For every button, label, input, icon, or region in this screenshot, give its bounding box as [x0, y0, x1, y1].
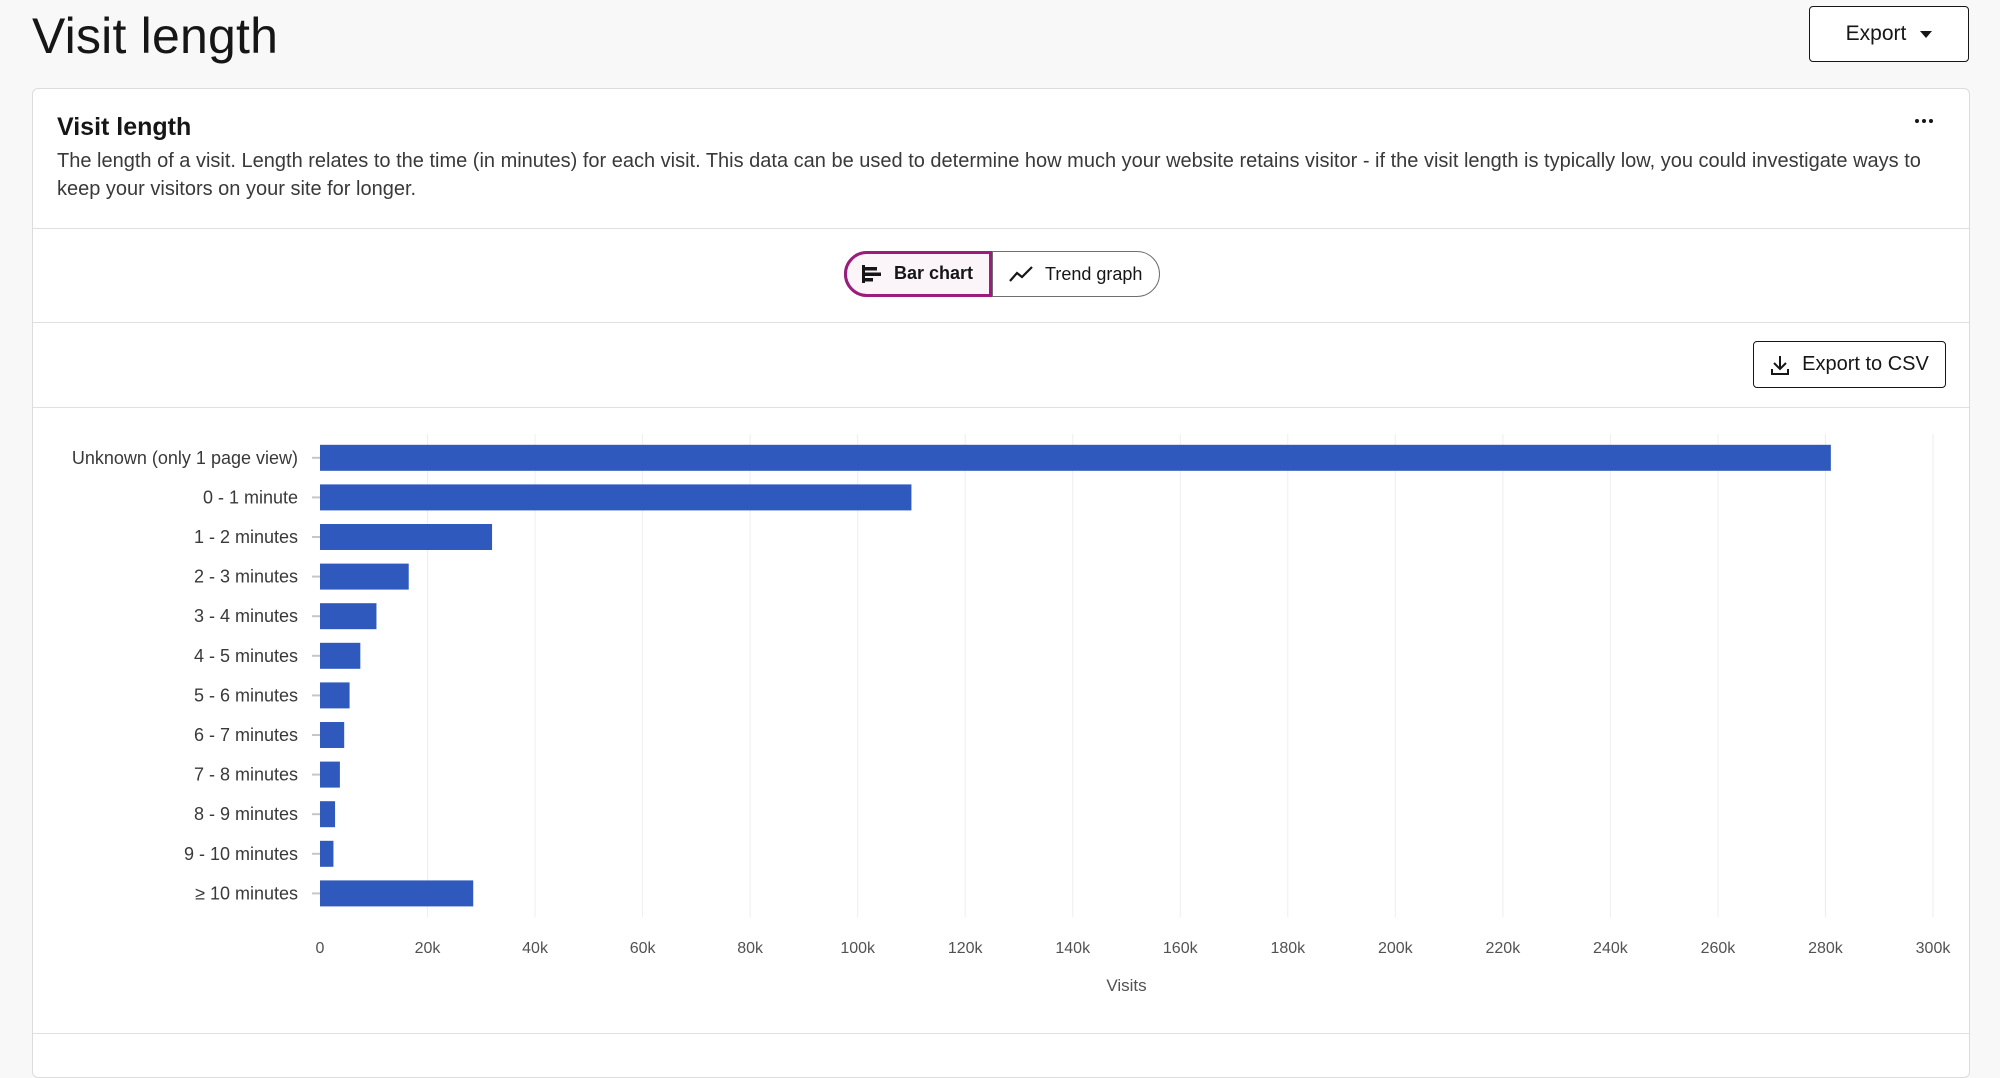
x-axis-label: Visits	[1106, 976, 1146, 995]
bar	[320, 603, 377, 630]
y-tick-label: ≥ 10 minutes	[195, 883, 298, 903]
bar	[320, 484, 912, 511]
trend-graph-toggle-label: Trend graph	[1045, 263, 1143, 284]
x-tick-label: 120k	[948, 940, 984, 957]
card-header: Visit length The length of a visit. Leng…	[33, 89, 1969, 229]
card-title: Visit length	[57, 113, 192, 141]
view-toggle-row: Bar chart Trend graph	[33, 229, 1969, 323]
y-tick-label: 1 - 2 minutes	[194, 527, 298, 547]
card-description: The length of a visit. Length relates to…	[57, 150, 1921, 200]
visit-length-chart: 0 20k 40k 60k 80k 100k 120k 140k 160k 180k 200k 220…	[33, 408, 1969, 1008]
export-button[interactable]: Export	[1809, 6, 1969, 62]
download-icon	[1771, 355, 1790, 375]
x-tick-label: 220k	[1486, 940, 1522, 957]
bar-chart-icon	[861, 264, 881, 283]
bar	[320, 563, 409, 590]
page-title: Visit length	[32, 8, 279, 64]
trend-graph-toggle[interactable]: Trend graph	[991, 252, 1160, 296]
visit-length-card: Visit length The length of a visit. Leng…	[32, 88, 1970, 1078]
bar-chart-toggle[interactable]: Bar chart	[843, 250, 992, 297]
y-tick-label: 7 - 8 minutes	[194, 765, 298, 785]
bar-chart: 0 20k 40k 60k 80k 100k 120k 140k 160k 180k 200k 220…	[72, 434, 1952, 995]
bar	[320, 801, 336, 828]
caret-down-icon	[1920, 30, 1933, 38]
x-tick-label: 40k	[522, 940, 549, 957]
x-tick-label: 60k	[630, 940, 657, 957]
y-tick-label: 4 - 5 minutes	[194, 646, 298, 666]
y-tick-label: Unknown (only 1 page view)	[72, 448, 298, 468]
y-tick-label: 8 - 9 minutes	[194, 804, 298, 824]
x-tick-label: 180k	[1270, 940, 1306, 957]
y-tick-label: 9 - 10 minutes	[184, 844, 298, 864]
y-tick-label: 3 - 4 minutes	[194, 606, 298, 626]
x-tick-label: 280k	[1808, 940, 1844, 957]
bar	[320, 682, 350, 709]
x-tick-label: 200k	[1378, 940, 1414, 957]
x-tick-label: 160k	[1163, 940, 1199, 957]
x-tick-label: 80k	[737, 940, 764, 957]
bar	[320, 880, 474, 907]
x-tick-label: 140k	[1055, 940, 1091, 957]
bar	[320, 642, 361, 669]
x-tick-label: 100k	[840, 940, 876, 957]
bar	[320, 761, 340, 788]
trend-graph-icon	[1009, 266, 1033, 282]
export-button-label: Export	[1845, 22, 1907, 45]
bar	[320, 444, 1831, 471]
x-tick-label: 260k	[1701, 940, 1737, 957]
y-tick-label: 5 - 6 minutes	[194, 685, 298, 705]
y-tick-label: 6 - 7 minutes	[194, 725, 298, 745]
bar	[320, 840, 334, 867]
divider	[33, 1033, 1969, 1034]
x-tick-label: 240k	[1593, 940, 1629, 957]
x-tick-label: 300k	[1916, 940, 1952, 957]
x-tick-label: 0	[316, 940, 325, 957]
export-csv-button[interactable]: Export to CSV	[1753, 341, 1946, 388]
x-tick-label: 20k	[415, 940, 442, 957]
bar	[320, 722, 345, 748]
bar	[320, 524, 493, 550]
view-toggle-group: Bar chart Trend graph	[843, 250, 1160, 297]
overflow-menu-icon[interactable]	[1915, 119, 1933, 123]
csv-toolbar: Export to CSV	[33, 323, 1969, 408]
bar-chart-toggle-label: Bar chart	[893, 263, 974, 283]
y-tick-label: 0 - 1 minute	[203, 487, 298, 507]
export-csv-label: Export to CSV	[1802, 353, 1929, 375]
y-tick-label: 2 - 3 minutes	[194, 567, 298, 587]
